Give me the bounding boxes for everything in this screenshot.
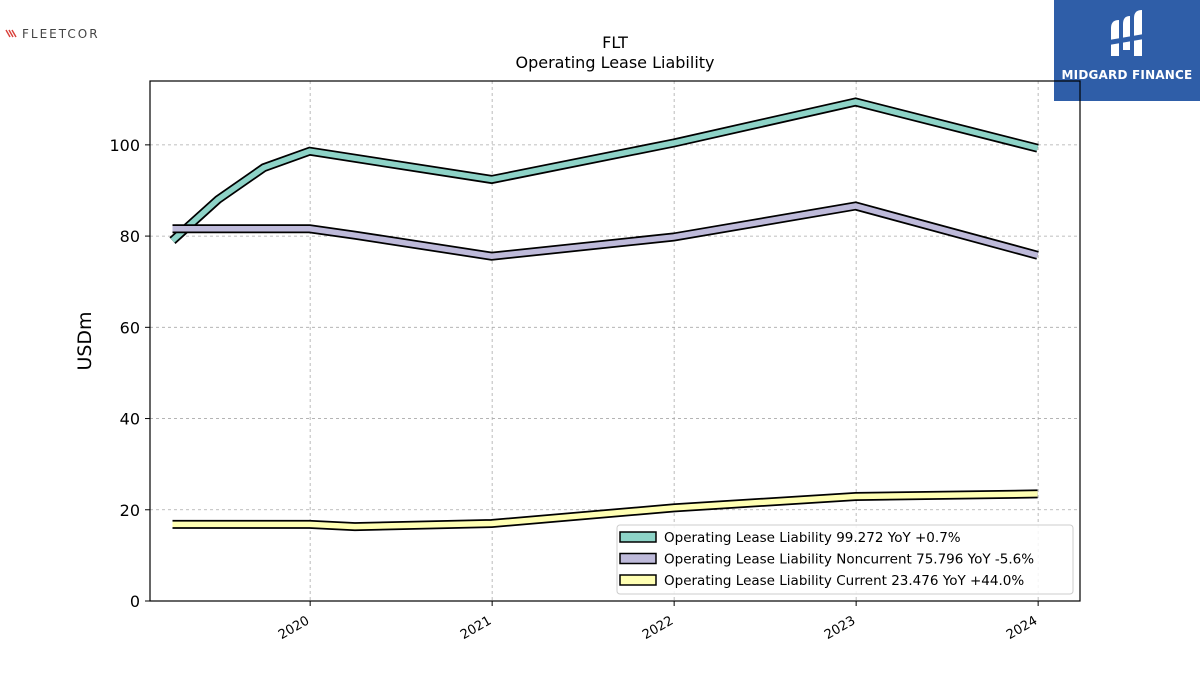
y-tick-label: 80 — [120, 227, 140, 246]
midgard-finance-badge: MIDGARD FINANCE — [1054, 0, 1200, 101]
chart-title: FLT — [602, 33, 628, 52]
company-logo-icon — [5, 29, 17, 38]
y-tick-label: 20 — [120, 501, 140, 520]
y-tick-label: 0 — [130, 592, 140, 611]
plot-frame — [149, 80, 1081, 602]
legend-box — [616, 524, 1074, 595]
x-tick-label: 2022 — [640, 613, 676, 643]
x-tick-label: 2024 — [1004, 613, 1040, 643]
legend-label-2: Operating Lease Liability Noncurrent 75.… — [664, 552, 1034, 568]
y-tick-label: 40 — [120, 410, 140, 429]
legend-swatch-1 — [619, 531, 657, 543]
legend-label-3: Operating Lease Liability Current 23.476… — [664, 573, 1024, 589]
series-line-3 — [172, 491, 1038, 530]
grid — [150, 81, 1080, 601]
company-logo: FLEETCOR — [5, 27, 100, 41]
legend-swatch-2 — [619, 552, 657, 565]
legend-label-1: Operating Lease Liability 99.272 YoY +0.… — [664, 530, 961, 546]
y-tick-label: 100 — [109, 136, 140, 155]
midgard-logo-icon — [1109, 10, 1144, 56]
x-tick-label: 2023 — [822, 613, 858, 643]
company-logo-text: FLEETCOR — [22, 27, 100, 41]
x-tick-label: 2021 — [458, 613, 494, 643]
series-line-2 — [172, 203, 1039, 259]
legend: Operating Lease Liability 99.272 YoY +0.… — [616, 524, 1074, 595]
x-tick-label: 2020 — [276, 613, 312, 643]
y-axis-label: USDm — [74, 311, 96, 370]
midgard-finance-text: MIDGARD FINANCE — [1061, 68, 1193, 82]
y-tick-label: 60 — [120, 318, 140, 337]
series-line-1 — [170, 99, 1039, 243]
legend-swatch-3 — [619, 574, 657, 586]
chart-subtitle: Operating Lease Liability — [515, 53, 714, 72]
series-lines — [169, 97, 1039, 532]
